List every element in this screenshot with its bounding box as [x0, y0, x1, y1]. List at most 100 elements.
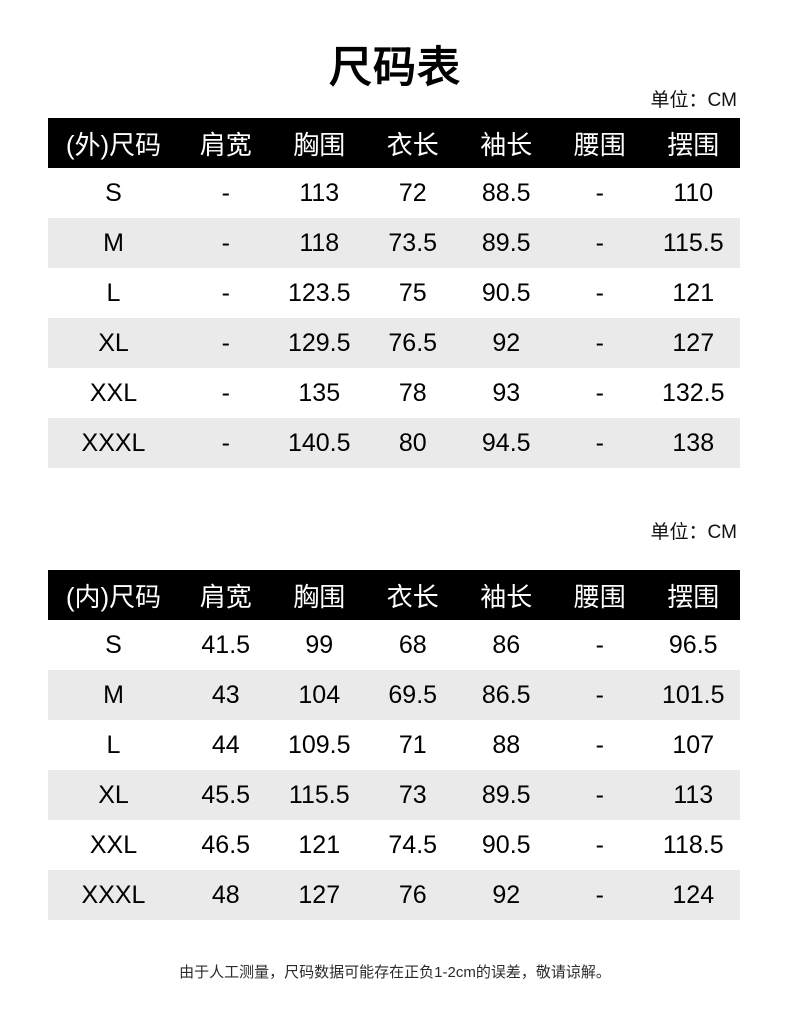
measurement-column-header: 腰围 — [573, 581, 626, 612]
measurement-cell: 115.5 — [272, 770, 366, 820]
table-row: L -123.5 75 90.5-121 — [48, 268, 740, 318]
measurement-cell: 72 — [366, 168, 460, 218]
table-row: M 43 104 69.5 86.5-101.5 — [48, 670, 740, 720]
measurement-cell: - — [179, 218, 273, 268]
measurement-column-header: 胸围 — [293, 581, 346, 612]
table-row: XL -129.5 76.5 92-127 — [48, 318, 740, 368]
table-row: S 41.5 99 68 86-96.5 — [48, 620, 740, 670]
unit-label-inner: 单位：CM — [650, 522, 737, 543]
measurement-cell: 73.5 — [366, 218, 460, 268]
measurement-cell: 92 — [459, 870, 553, 920]
measurement-cell: 124 — [646, 870, 740, 920]
measurement-column-header: 袖长 — [480, 581, 533, 612]
measurement-cell: - — [553, 268, 647, 318]
measurement-cell: 110 — [646, 168, 740, 218]
measurement-cell: - — [553, 218, 647, 268]
measurement-cell: 74.5 — [366, 820, 460, 870]
measurement-cell: 121 — [646, 268, 740, 318]
size-column-header: (内)尺码 — [65, 581, 162, 612]
measurement-cell: 48 — [179, 870, 273, 920]
measurement-cell: 123.5 — [272, 268, 366, 318]
measurement-cell: - — [179, 418, 273, 468]
table-row: XXXL 48 127 76 92-124 — [48, 870, 740, 920]
measurement-cell: 46.5 — [179, 820, 273, 870]
measurement-cell: 140.5 — [272, 418, 366, 468]
measurement-cell: 132.5 — [646, 368, 740, 418]
outer-table-header-row: (外)尺码 肩宽 胸围 衣长 袖长 腰围 摆围 — [48, 118, 740, 168]
measurement-cell: 45.5 — [179, 770, 273, 820]
measurement-cell: - — [179, 368, 273, 418]
measurement-cell: 89.5 — [459, 770, 553, 820]
measurement-cell: 118 — [272, 218, 366, 268]
measurement-column-header: 肩宽 — [199, 581, 252, 612]
measurement-cell: 76 — [366, 870, 460, 920]
measurement-column-header: 胸围 — [293, 129, 346, 160]
table-row: XXL 46.5 121 74.5 90.5-118.5 — [48, 820, 740, 870]
measurement-cell: 135 — [272, 368, 366, 418]
measurement-column-header: 肩宽 — [199, 129, 252, 160]
measurement-cell: 138 — [646, 418, 740, 468]
footer-note: 由于人工测量，尺码数据可能存在正负1-2cm的误差，敬请谅解。 — [179, 964, 611, 981]
size-column-header: (外)尺码 — [65, 129, 162, 160]
size-label-cell: XXXL — [48, 870, 179, 920]
measurement-cell: - — [553, 720, 647, 770]
size-label-cell: S — [48, 168, 179, 218]
table-row: XXXL -140.5 80 94.5-138 — [48, 418, 740, 468]
size-label-cell: S — [48, 620, 179, 670]
table-row: XL 45.5 115.5 73 89.5-113 — [48, 770, 740, 820]
measurement-cell: 73 — [366, 770, 460, 820]
measurement-column-header: 腰围 — [573, 129, 626, 160]
measurement-cell: 127 — [646, 318, 740, 368]
measurement-cell: 89.5 — [459, 218, 553, 268]
measurement-cell: 107 — [646, 720, 740, 770]
measurement-cell: - — [179, 318, 273, 368]
inner-size-table: (内)尺码 肩宽 胸围 衣长 袖长 腰围 摆围 S 41.5 99 68 86-96.5 M 43 104… — [48, 570, 740, 920]
measurement-cell: 90.5 — [459, 820, 553, 870]
size-label-cell: XXXL — [48, 418, 179, 468]
measurement-cell: - — [553, 670, 647, 720]
table-row: S -113 72 88.5-110 — [48, 168, 740, 218]
measurement-cell: 118.5 — [646, 820, 740, 870]
measurement-cell: - — [553, 770, 647, 820]
measurement-cell: 88.5 — [459, 168, 553, 218]
measurement-cell: 90.5 — [459, 268, 553, 318]
measurement-cell: 71 — [366, 720, 460, 770]
measurement-cell: 99 — [272, 620, 366, 670]
measurement-cell: 43 — [179, 670, 273, 720]
measurement-cell: 75 — [366, 268, 460, 318]
measurement-cell: 127 — [272, 870, 366, 920]
measurement-cell: 94.5 — [459, 418, 553, 468]
size-label-cell: XXL — [48, 820, 179, 870]
size-label-cell: XL — [48, 318, 179, 368]
table-row: L 44 109.5 71 88-107 — [48, 720, 740, 770]
measurement-cell: 86.5 — [459, 670, 553, 720]
measurement-cell: 44 — [179, 720, 273, 770]
unit-label-outer: 单位：CM — [650, 90, 737, 111]
size-label-cell: L — [48, 268, 179, 318]
measurement-cell: 93 — [459, 368, 553, 418]
measurement-cell: 68 — [366, 620, 460, 670]
measurement-cell: 113 — [646, 770, 740, 820]
measurement-cell: 76.5 — [366, 318, 460, 368]
measurement-cell: 96.5 — [646, 620, 740, 670]
measurement-column-header: 摆围 — [667, 129, 720, 160]
measurement-cell: 109.5 — [272, 720, 366, 770]
size-label-cell: M — [48, 670, 179, 720]
size-label-cell: XL — [48, 770, 179, 820]
measurement-cell: 80 — [366, 418, 460, 468]
table-row: M -118 73.5 89.5-115.5 — [48, 218, 740, 268]
measurement-cell: - — [553, 870, 647, 920]
measurement-column-header: 摆围 — [667, 581, 720, 612]
measurement-column-header: 袖长 — [480, 129, 533, 160]
measurement-cell: 88 — [459, 720, 553, 770]
measurement-cell: 69.5 — [366, 670, 460, 720]
measurement-cell: 78 — [366, 368, 460, 418]
measurement-column-header: 衣长 — [386, 129, 439, 160]
measurement-cell: 115.5 — [646, 218, 740, 268]
measurement-cell: - — [553, 318, 647, 368]
measurement-cell: 113 — [272, 168, 366, 218]
measurement-cell: - — [179, 268, 273, 318]
measurement-cell: - — [553, 168, 647, 218]
measurement-column-header: 衣长 — [386, 581, 439, 612]
